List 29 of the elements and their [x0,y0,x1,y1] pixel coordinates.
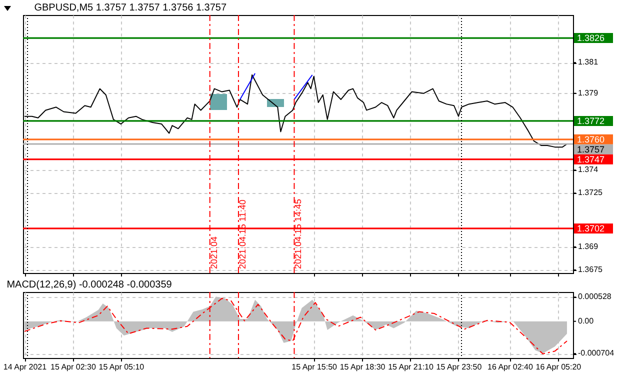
ref-line-label: 2021.04.15 14:45 [293,198,304,269]
chart-title: MACD(12,26,9) -0.000248 -0.000359 [6,280,172,290]
chart-title: GBPUSD,M5 1.3757 1.3757 1.3756 1.3757 [34,2,227,14]
ref-line-label: 1.3702 [577,223,605,234]
y-tick-label: 1.3675 [578,264,604,274]
x-tick-label: 16 Apr 02:40 [488,362,534,372]
x-tick-label: 15 Apr 02:30 [50,362,96,372]
x-tick-label: 15 Apr 15:50 [292,362,338,372]
y-tick-label: 0.000528 [578,292,612,302]
y-tick-label: 1.379 [578,88,599,98]
x-tick-label: 15 Apr 05:10 [98,362,145,372]
ref-line-label: 2021.04.15 11:40 [237,200,248,269]
ref-line-label: 1.3772 [577,116,605,126]
y-tick-label: 1.374 [578,165,599,174]
y-tick-label: 0.00 [578,316,594,326]
y-tick-label: 1.3725 [578,188,604,198]
x-tick-label: 16 Apr 05:20 [536,362,582,372]
ref-line-label: 1.3747 [577,154,605,164]
y-tick-label: -0.000704 [578,348,615,358]
ref-line-label: 1.3757 [577,144,605,154]
y-tick-label: 1.369 [578,242,599,251]
x-tick-label: 15 Apr 18:30 [340,362,386,372]
ref-line-label: 1.3826 [577,33,605,44]
x-tick-label: 14 Apr 2021 [3,362,48,372]
x-tick-label: 15 Apr 21:10 [388,362,434,372]
ref-line-label: 2021.04 [208,236,219,269]
x-tick-label: 15 Apr 23:50 [436,362,482,372]
ref-line-label: 1.3760 [577,134,605,144]
y-tick-label: 1.381 [578,58,599,67]
